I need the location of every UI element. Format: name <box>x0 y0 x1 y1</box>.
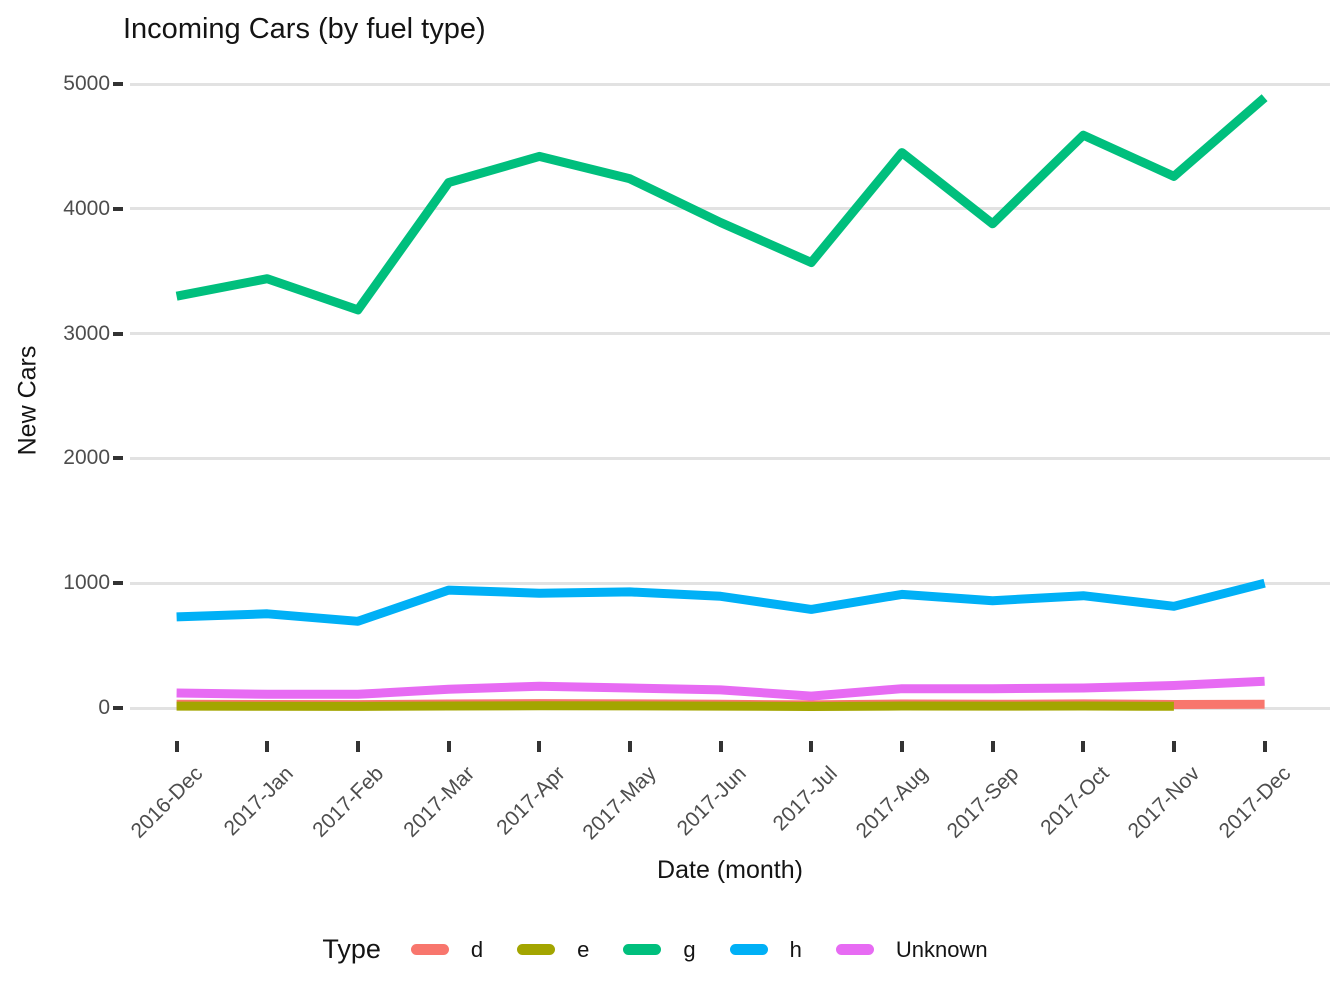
gridline-5000 <box>130 82 1330 86</box>
y-tick-mark <box>113 706 123 710</box>
gridline-1000 <box>130 581 1330 585</box>
legend-item-e: e <box>517 937 589 963</box>
series-lines <box>175 94 1268 711</box>
gridline-3000 <box>130 332 1330 336</box>
y-tick-label-2000: 2000 <box>63 446 110 470</box>
y-tick-mark <box>113 82 123 86</box>
legend-title: Type <box>322 934 381 964</box>
legend-label-e: e <box>577 936 590 962</box>
gridline-4000 <box>130 207 1330 211</box>
x-tick-label: 2017-Mar <box>399 762 479 842</box>
series-line-e <box>176 701 1174 711</box>
x-tick-label: 2017-Jan <box>219 762 298 841</box>
x-tick-label: 2017-Jul <box>768 762 842 836</box>
x-tick-mark <box>899 741 904 752</box>
legend-swatch-d <box>410 944 449 955</box>
y-tick-mark <box>113 581 123 586</box>
x-tick-mark <box>265 741 270 752</box>
x-tick-mark <box>990 741 995 752</box>
legend-swatch-g <box>623 944 662 955</box>
chart-title: Incoming Cars (by fuel type) <box>123 13 486 45</box>
legend-swatch-e <box>517 944 556 955</box>
legend-item-d: d <box>410 936 484 963</box>
legend-items: d e g h Unknown <box>410 936 1022 963</box>
x-tick-label: 2017-Apr <box>492 762 570 840</box>
y-tick-label-0: 0 <box>98 696 110 719</box>
legend-label-h: h <box>789 936 802 962</box>
legend-label-Unknown: Unknown <box>895 936 988 962</box>
legend-swatch-h <box>729 944 768 955</box>
x-tick-label: 2017-Oct <box>1036 762 1114 840</box>
x-tick-mark <box>446 741 451 752</box>
x-tick-label: 2016-Dec <box>126 762 207 843</box>
y-tick-label-3000: 3000 <box>63 321 110 345</box>
x-tick-mark <box>1081 741 1086 752</box>
x-tick-mark <box>627 741 632 752</box>
y-tick-label-4000: 4000 <box>63 196 110 220</box>
legend-label-d: d <box>470 936 484 962</box>
series-line-g <box>175 94 1268 315</box>
legend-swatch-Unknown <box>835 944 874 955</box>
x-tick-mark <box>537 741 542 752</box>
series-line-h <box>176 578 1266 626</box>
series-line-Unknown <box>176 676 1265 701</box>
x-tick-label: 2017-Dec <box>1214 762 1295 843</box>
legend-item-h: h <box>729 936 802 963</box>
y-tick-label-1000: 1000 <box>63 571 110 595</box>
x-tick-label: 2017-Nov <box>1123 762 1205 843</box>
plot-area <box>130 53 1330 739</box>
legend-item-g: g <box>623 936 696 963</box>
legend-item-Unknown: Unknown <box>835 936 988 963</box>
x-tick-mark <box>718 741 723 752</box>
x-tick-label: 2017-May <box>577 762 661 845</box>
x-tick-mark <box>355 741 360 752</box>
y-tick-mark <box>113 206 123 211</box>
gridline-2000 <box>130 456 1330 460</box>
y-tick-label-5000: 5000 <box>63 72 110 95</box>
legend: Type d e g h Unknown <box>0 934 1344 965</box>
x-axis-title: Date (month) <box>657 856 803 884</box>
x-tick-label: 2017-Jun <box>672 762 751 841</box>
x-tick-mark <box>1262 741 1267 752</box>
y-tick-mark <box>113 331 123 336</box>
y-tick-mark <box>113 456 123 461</box>
x-tick-label: 2017-Sep <box>942 762 1023 843</box>
x-tick-label: 2017-Aug <box>851 762 933 843</box>
x-tick-mark <box>174 741 179 752</box>
x-tick-label: 2017-Feb <box>308 762 389 842</box>
x-tick-mark <box>809 741 814 752</box>
legend-label-g: g <box>683 936 696 962</box>
x-tick-mark <box>1171 741 1176 752</box>
